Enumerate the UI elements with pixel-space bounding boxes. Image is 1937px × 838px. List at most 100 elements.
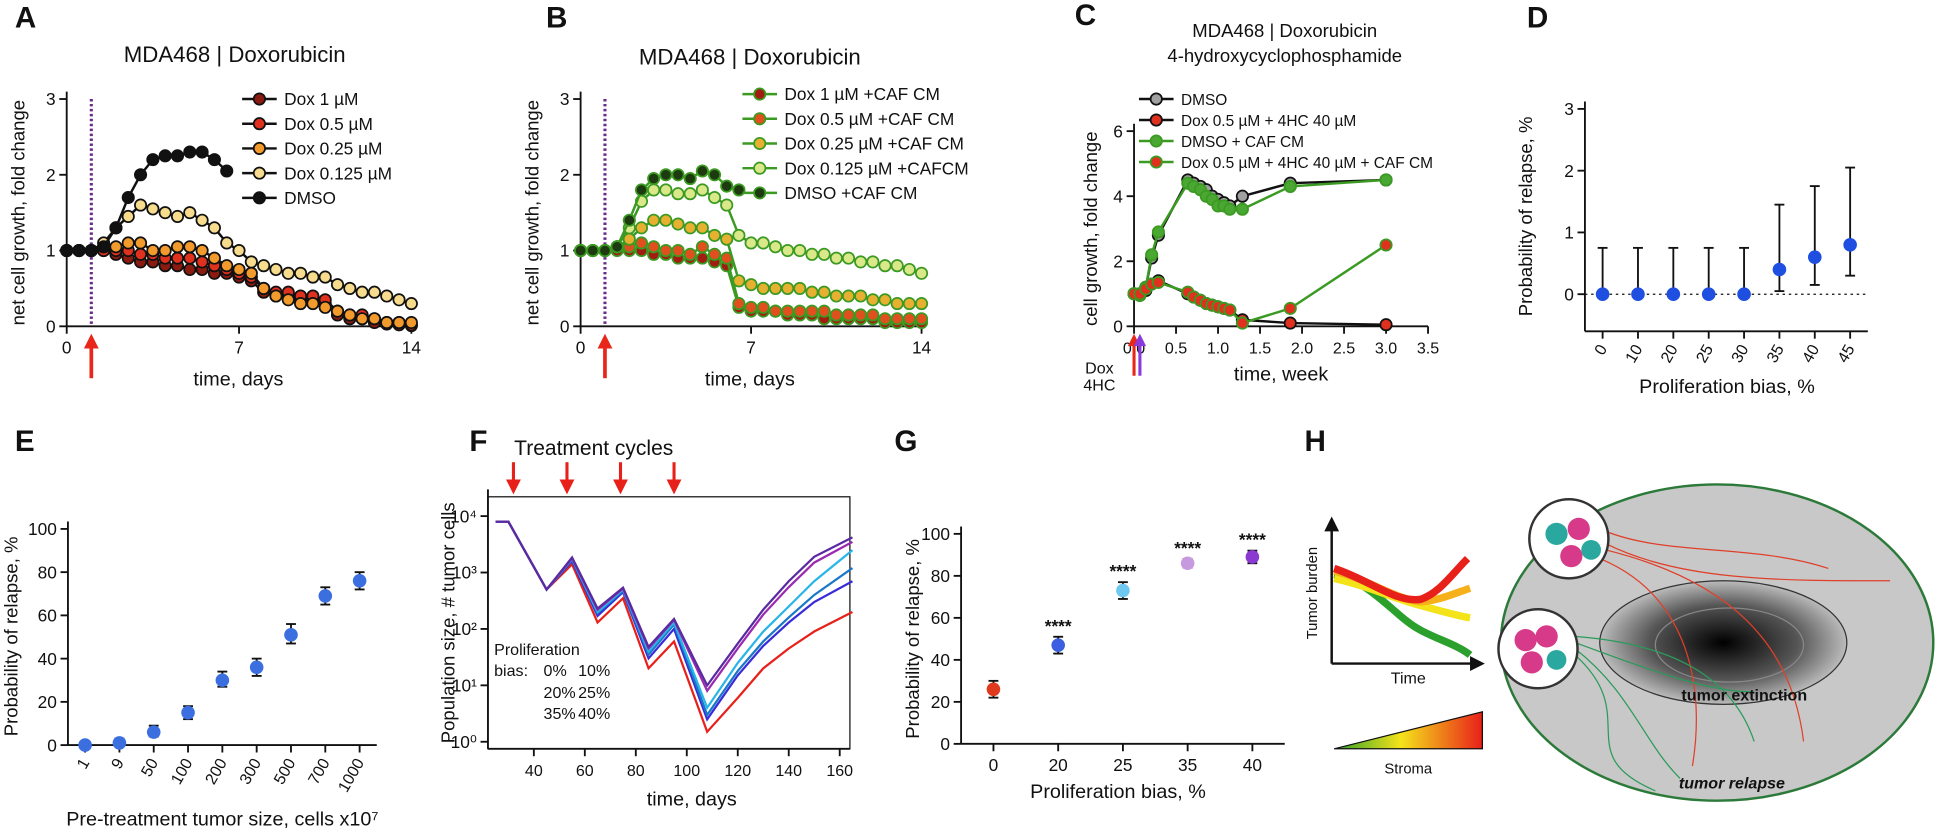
point <box>915 312 929 326</box>
curve <box>1332 555 1471 604</box>
point <box>720 232 734 246</box>
point <box>634 221 649 235</box>
point <box>318 300 332 314</box>
y-tick-label: 0 <box>47 735 57 755</box>
point <box>170 251 185 265</box>
arrow-head <box>83 333 99 349</box>
chart-title: MDA468 | Doxorubicin <box>1192 20 1377 41</box>
point <box>281 266 295 280</box>
point <box>647 183 661 197</box>
y-tick-label: 0 <box>940 734 950 754</box>
point <box>249 660 264 675</box>
legend-marker <box>753 161 767 175</box>
x-tick-label: 1 <box>73 755 93 772</box>
point <box>1180 556 1195 571</box>
point <box>768 304 782 318</box>
point <box>257 281 271 295</box>
point <box>1151 225 1165 239</box>
point <box>343 308 357 322</box>
panel-label: G <box>894 425 917 458</box>
y-tick-label: 0 <box>1113 316 1123 336</box>
point <box>170 209 185 224</box>
point <box>343 281 357 295</box>
y-tick-label: 60 <box>38 606 57 626</box>
point <box>634 236 649 250</box>
y-tick-label: 3 <box>560 89 570 109</box>
point <box>671 187 685 201</box>
y-tick-label: 2 <box>560 165 570 185</box>
x-tick-label: 80 <box>627 762 645 780</box>
point <box>181 705 195 720</box>
legend-label: Dox 1 µM <box>284 89 358 109</box>
x-tick-label: 20 <box>1049 755 1068 775</box>
point <box>683 187 697 201</box>
point <box>294 297 308 311</box>
legend-title: Proliferation <box>494 641 580 659</box>
point <box>695 183 709 197</box>
point <box>805 285 819 299</box>
x-tick-label: 7 <box>234 337 244 357</box>
panel-f: F 10⁰ 10¹ 10² 10³ 10⁴ 40 60 80 100 120 140 160 time, … <box>438 425 854 811</box>
x-tick-label: 1.5 <box>1249 339 1271 357</box>
point <box>367 285 381 299</box>
significance: **** <box>1174 538 1201 558</box>
y-tick-label: 3 <box>1564 99 1574 119</box>
x-tick-label: 25 <box>1693 342 1718 367</box>
point <box>294 266 308 280</box>
point <box>1116 583 1130 598</box>
series-line <box>495 520 853 688</box>
point <box>1807 250 1822 264</box>
point <box>355 312 369 326</box>
point <box>598 244 612 258</box>
x-tick-label: 3.5 <box>1417 339 1439 357</box>
point <box>380 315 394 330</box>
x-tick-label: 0 <box>576 337 586 357</box>
y-tick-label: 40 <box>931 650 950 670</box>
x-tick-label: 0 <box>62 337 72 357</box>
point <box>1051 638 1065 652</box>
point <box>158 244 172 258</box>
point <box>708 247 722 261</box>
y-tick-label: 6 <box>1113 121 1123 141</box>
point <box>732 274 746 288</box>
point <box>121 209 135 224</box>
point <box>146 202 160 216</box>
point <box>244 255 258 269</box>
y-axis-label: Probability of relapse, % <box>902 539 923 739</box>
legend-label: 0% <box>544 662 567 680</box>
point <box>404 297 418 311</box>
y-axis-label: net cell growth, fold change <box>8 100 29 325</box>
point <box>183 145 197 159</box>
x-tick-label: 120 <box>724 762 751 780</box>
point <box>744 300 758 314</box>
point <box>158 206 172 220</box>
x-tick-label: 140 <box>775 762 802 780</box>
x-axis-label: Proliferation bias, % <box>1030 781 1206 803</box>
significance: **** <box>1239 530 1266 550</box>
point <box>647 213 661 227</box>
x-tick-label: 700 <box>305 755 334 787</box>
point <box>915 297 929 311</box>
point <box>220 259 234 273</box>
chart-title: 4-hydroxycyclophosphamide <box>1167 45 1402 66</box>
point <box>269 289 283 303</box>
point <box>1701 287 1716 301</box>
point <box>854 289 868 303</box>
point <box>634 183 649 197</box>
point <box>306 297 320 311</box>
x-tick-label: 100 <box>167 755 196 787</box>
point <box>647 172 661 186</box>
point <box>695 251 709 265</box>
legend-label: 40% <box>578 705 610 723</box>
point <box>744 236 758 250</box>
point <box>232 262 246 277</box>
point <box>207 153 221 167</box>
x-tick-label: 200 <box>202 755 231 787</box>
legend-marker <box>252 92 266 106</box>
point <box>220 236 234 250</box>
legend-label: Dox 0.125 µM +CAFCM <box>784 158 968 178</box>
point <box>793 244 807 258</box>
cell <box>1560 544 1583 568</box>
point <box>890 259 904 273</box>
